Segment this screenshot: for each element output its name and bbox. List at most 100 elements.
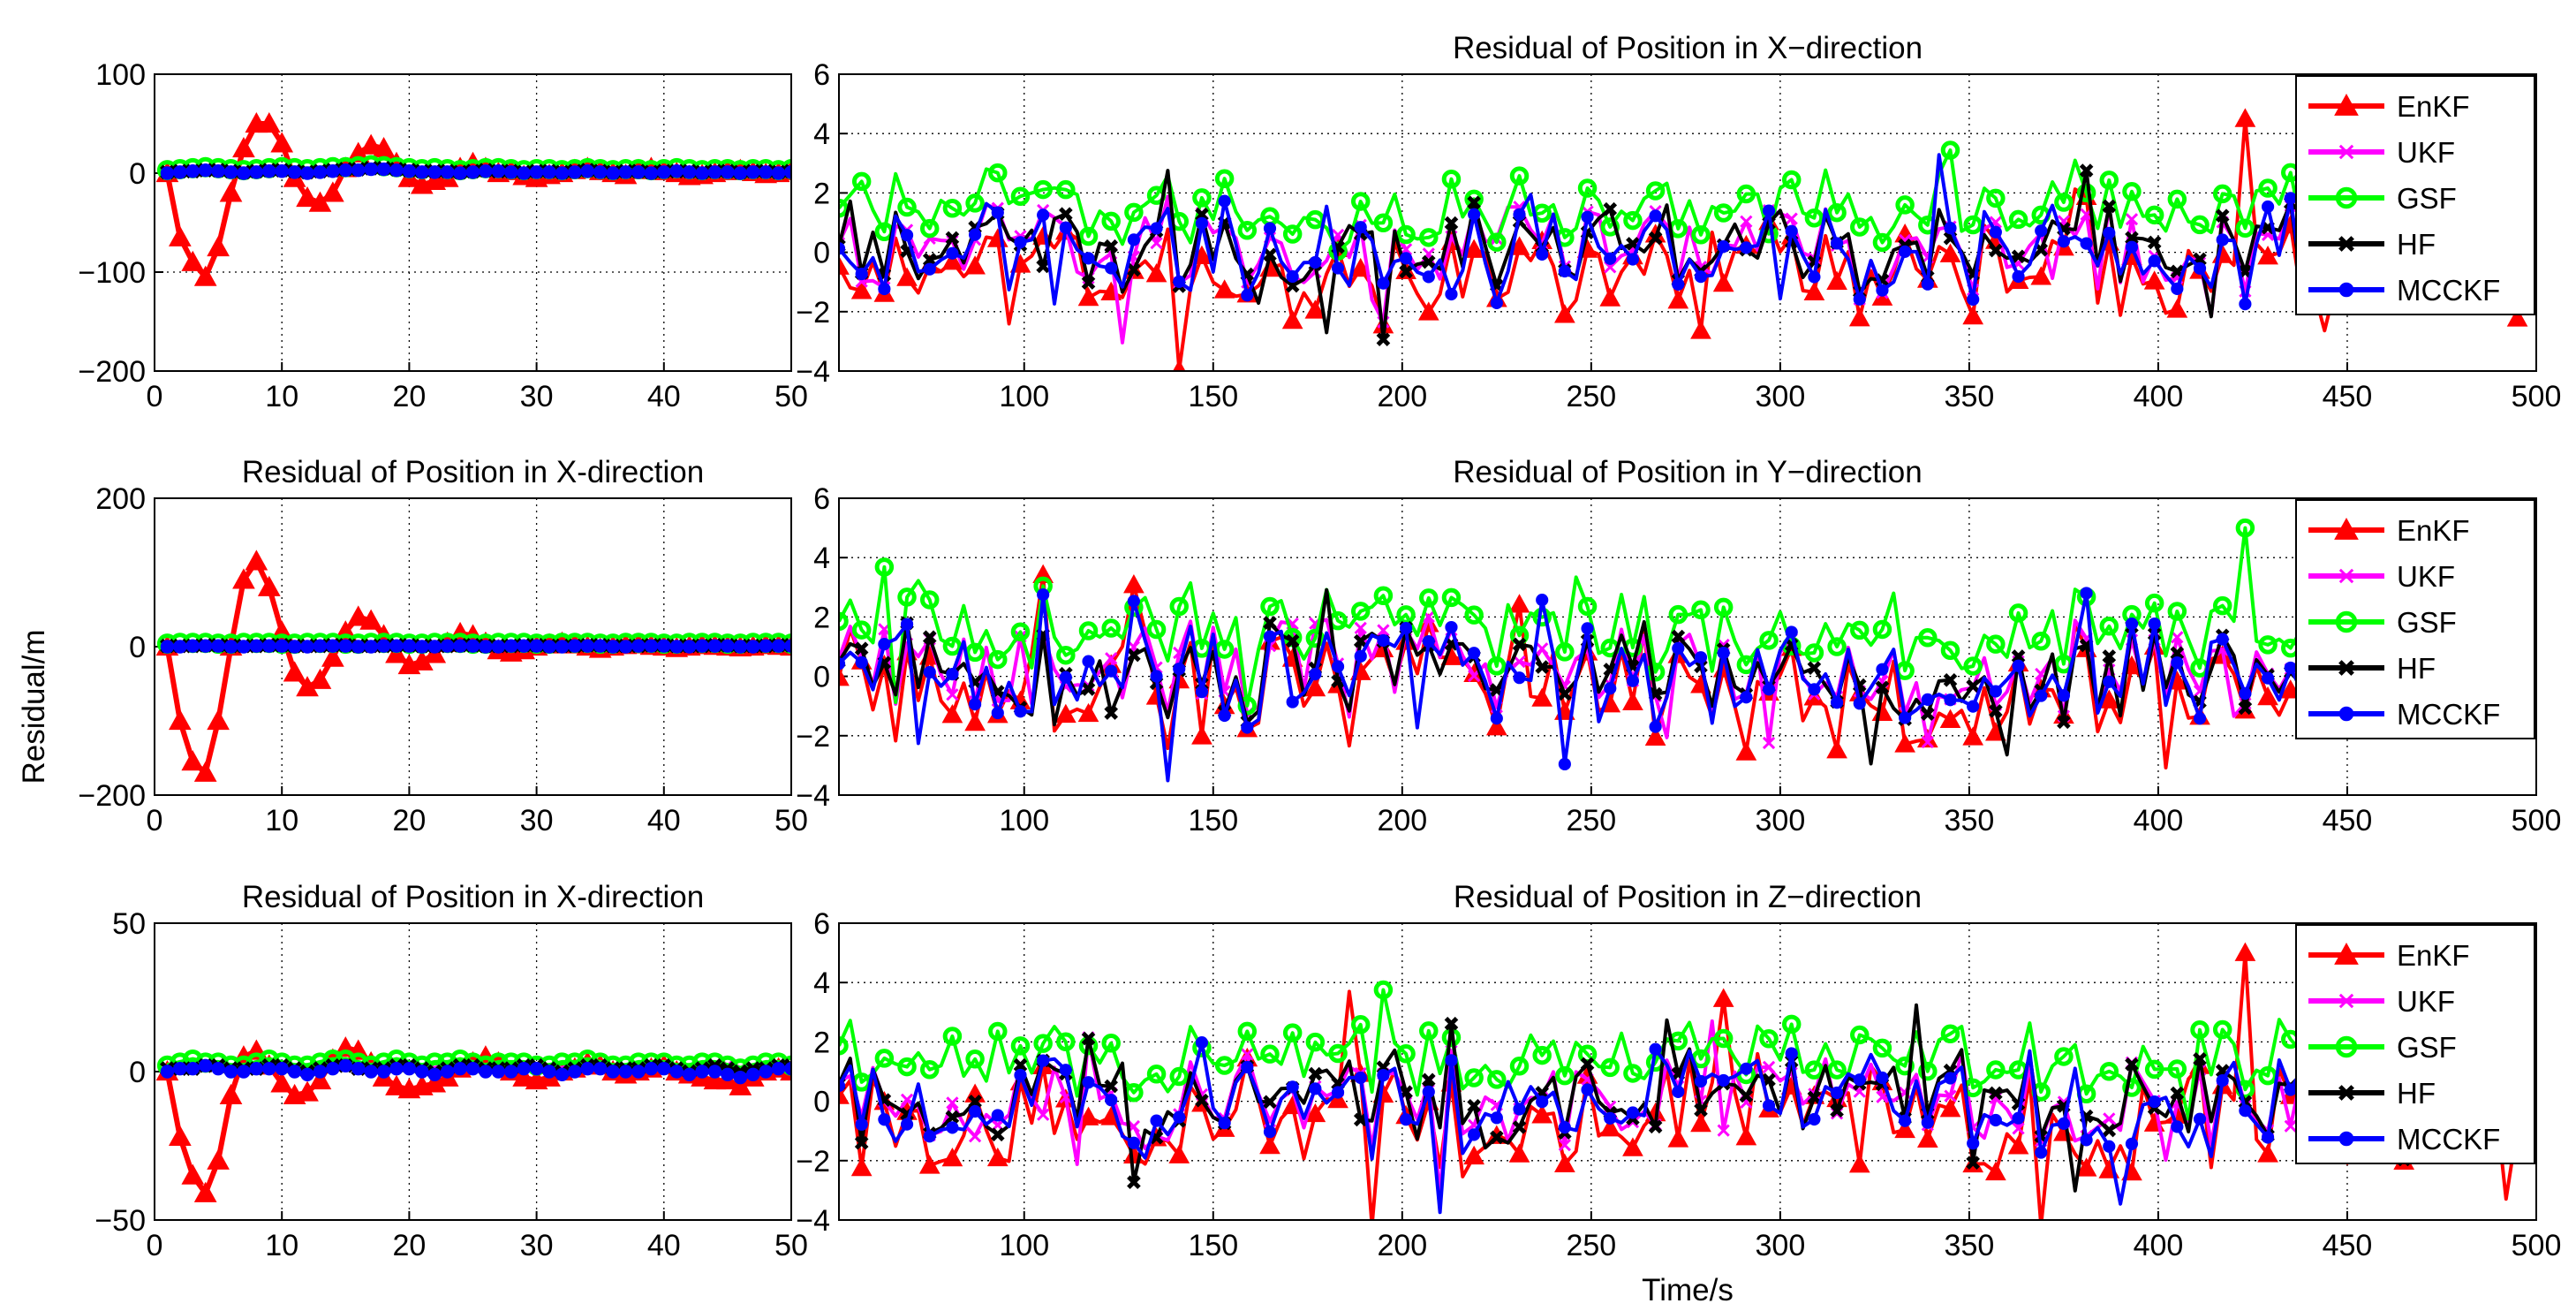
data-point bbox=[1081, 682, 1096, 696]
legend-item-enkf: EnKF bbox=[2308, 514, 2470, 547]
data-point bbox=[965, 1050, 985, 1069]
data-point bbox=[2122, 1078, 2142, 1097]
data-point bbox=[313, 639, 328, 653]
y-tick-label: 0 bbox=[129, 1056, 146, 1089]
data-point bbox=[850, 1156, 873, 1177]
chart-r2-right: 100 150 200 250 300 350 400 450 500 −4 −2 0 2 4 6 Resid… bbox=[796, 880, 2561, 1262]
plot-frame bbox=[838, 497, 2537, 796]
data-point bbox=[878, 282, 891, 296]
x-tick-label: 10 bbox=[265, 380, 298, 413]
data-point bbox=[1830, 1103, 1844, 1118]
data-point bbox=[2103, 226, 2116, 239]
data-point bbox=[721, 1067, 735, 1082]
data-point bbox=[1509, 1057, 1530, 1076]
data-point bbox=[257, 575, 281, 596]
data-point bbox=[326, 639, 340, 653]
data-point bbox=[287, 165, 302, 179]
data-point bbox=[2143, 270, 2165, 290]
series-mcckf bbox=[160, 1058, 791, 1085]
data-point bbox=[695, 166, 709, 180]
data-point bbox=[2171, 656, 2184, 670]
data-point bbox=[1101, 1034, 1121, 1053]
data-point bbox=[1237, 221, 1258, 240]
data-point bbox=[1422, 270, 1435, 284]
data-point bbox=[1331, 660, 1345, 673]
data-point bbox=[1104, 1079, 1119, 1094]
x-tick-label: 100 bbox=[999, 1229, 1049, 1262]
data-point bbox=[555, 166, 570, 180]
x-tick-label: 30 bbox=[520, 1229, 554, 1262]
data-point bbox=[900, 1118, 914, 1131]
data-point bbox=[1467, 1098, 1481, 1113]
data-point bbox=[1195, 1036, 1209, 1050]
data-point bbox=[2057, 235, 2071, 248]
x-tick-label: 200 bbox=[1377, 804, 1427, 837]
data-point bbox=[580, 1061, 594, 1076]
data-point bbox=[1169, 596, 1190, 617]
data-point bbox=[1150, 670, 1163, 683]
data-point bbox=[1059, 671, 1072, 684]
data-point bbox=[542, 1065, 556, 1079]
data-point bbox=[376, 162, 391, 177]
x-tick-label: 350 bbox=[1945, 380, 1995, 413]
data-point bbox=[223, 1065, 238, 1079]
data-point bbox=[1282, 1023, 1303, 1042]
data-point bbox=[1759, 631, 1779, 650]
legend-marker bbox=[2335, 1035, 2358, 1058]
legend-label: UKF bbox=[2397, 560, 2455, 593]
data-point bbox=[1396, 224, 1416, 245]
data-point bbox=[440, 1065, 455, 1079]
data-point bbox=[2125, 618, 2139, 631]
y-tick-label: 4 bbox=[813, 542, 830, 575]
data-point bbox=[1986, 1060, 2006, 1080]
data-point bbox=[1853, 697, 1866, 710]
data-point bbox=[1762, 736, 1776, 750]
data-point bbox=[351, 163, 366, 178]
data-point bbox=[2054, 193, 2074, 212]
data-point bbox=[237, 640, 251, 654]
data-point bbox=[1671, 629, 1686, 644]
data-point bbox=[364, 640, 378, 654]
data-point bbox=[173, 1061, 187, 1076]
data-point bbox=[2012, 1111, 2025, 1125]
data-point bbox=[555, 1067, 570, 1082]
data-point bbox=[1827, 1060, 1847, 1080]
data-point bbox=[964, 711, 986, 731]
y-tick-label: 4 bbox=[813, 966, 830, 1000]
data-point bbox=[1712, 988, 1734, 1007]
data-point bbox=[160, 640, 175, 654]
data-point bbox=[1150, 222, 1163, 235]
data-point bbox=[1263, 247, 1277, 262]
plot-frame bbox=[154, 73, 792, 372]
data-point bbox=[1940, 1024, 1960, 1043]
data-point bbox=[2190, 1019, 2210, 1040]
data-point bbox=[2102, 1123, 2117, 1138]
x-tick-label: 50 bbox=[774, 1229, 808, 1262]
data-point bbox=[1694, 651, 1708, 664]
data-point bbox=[1241, 289, 1254, 302]
data-point bbox=[1485, 716, 1507, 736]
data-point bbox=[2166, 299, 2188, 318]
data-point bbox=[1059, 221, 1072, 234]
data-point bbox=[1622, 1137, 1643, 1156]
x-tick-label: 450 bbox=[2323, 1229, 2373, 1262]
data-point bbox=[465, 165, 480, 179]
data-point bbox=[631, 1065, 646, 1079]
data-point bbox=[2125, 240, 2139, 254]
data-point bbox=[1490, 1111, 1503, 1125]
data-point bbox=[207, 709, 230, 731]
data-point bbox=[1943, 672, 1958, 687]
data-point bbox=[2057, 1117, 2071, 1130]
data-point bbox=[1286, 269, 1299, 284]
data-point bbox=[1536, 1095, 1549, 1109]
data-point bbox=[283, 661, 306, 682]
data-point bbox=[2261, 671, 2275, 685]
data-point bbox=[2216, 1074, 2229, 1087]
series-line bbox=[839, 988, 2531, 1121]
data-point bbox=[1037, 587, 1050, 602]
data-point bbox=[504, 639, 518, 653]
data-point bbox=[669, 164, 684, 178]
legend-label: HF bbox=[2397, 652, 2436, 685]
data-point bbox=[941, 703, 963, 724]
data-point bbox=[1989, 704, 2003, 718]
